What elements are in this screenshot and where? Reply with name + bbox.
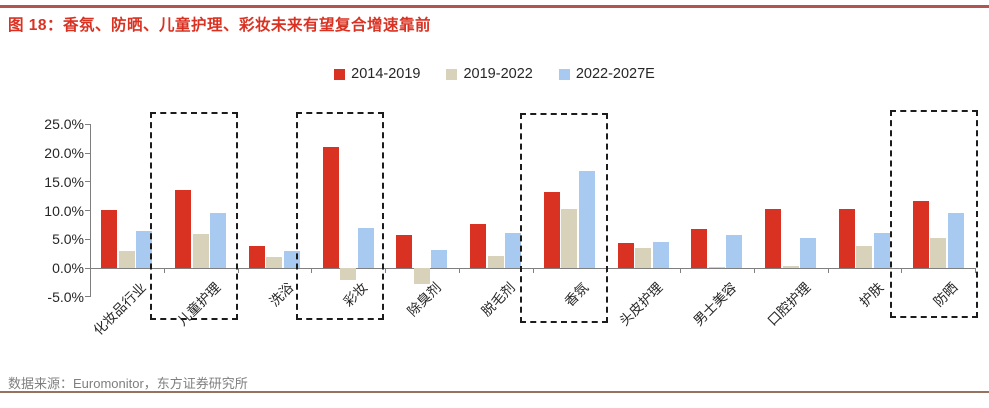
x-axis-tick — [901, 268, 903, 273]
bar-2022-2027E-化妆品行业 — [136, 231, 153, 268]
bar-2022-2027E-男士美容 — [726, 234, 743, 268]
bar-2022-2027E-洗浴 — [283, 250, 300, 268]
data-source-note: 数据来源：Euromonitor，东方证券研究所 — [8, 376, 248, 391]
highlight-box-防晒 — [890, 110, 978, 318]
x-axis-category-label: 脱毛剂 — [478, 279, 519, 320]
bar-2014-2019-化妆品行业 — [101, 209, 118, 268]
bar-2019-2022-除臭剂 — [413, 268, 430, 285]
x-axis-tick — [90, 268, 91, 273]
x-axis-tick — [163, 268, 165, 273]
top-rule — [0, 5, 989, 8]
bar-2014-2019-除臭剂 — [396, 234, 413, 268]
y-axis-line — [90, 124, 91, 297]
chart-legend: 2014-2019 2019-2022 2022-2027E — [0, 66, 989, 82]
x-axis-tick — [680, 268, 681, 273]
bar-2022-2027E-彩妆 — [357, 228, 374, 268]
y-axis-label: 25.0% — [44, 116, 84, 133]
bar-2019-2022-儿童护理 — [192, 233, 209, 268]
legend-swatch-beige-icon — [446, 68, 458, 80]
y-axis-tick — [85, 267, 90, 269]
bar-2022-2027E-除臭剂 — [431, 249, 448, 268]
bar-2019-2022-护肤 — [856, 245, 873, 268]
x-axis-tick — [311, 268, 313, 273]
legend-swatch-red-icon — [334, 68, 346, 80]
x-axis-tick — [532, 268, 534, 273]
bar-2014-2019-儿童护理 — [175, 189, 192, 268]
highlight-box-彩妆 — [296, 112, 384, 320]
legend-swatch-blue-icon — [558, 68, 570, 80]
x-axis-tick — [827, 268, 829, 273]
bar-2022-2027E-香氛 — [578, 171, 595, 268]
x-axis-category-label: 男士美容 — [690, 279, 740, 329]
legend-label-2014-2019: 2014-2019 — [351, 66, 421, 82]
bar-2014-2019-头皮护理 — [617, 243, 634, 268]
x-axis-category-label: 洗浴 — [267, 279, 297, 310]
bar-2019-2022-男士美容 — [708, 266, 725, 268]
x-axis-category-label: 除臭剂 — [405, 279, 445, 320]
x-axis-category-label: 头皮护理 — [616, 279, 666, 329]
bar-2014-2019-彩妆 — [322, 147, 339, 268]
bar-2014-2019-护肤 — [838, 208, 855, 268]
y-axis-label: -5.0% — [47, 288, 84, 305]
bar-2014-2019-脱毛剂 — [470, 223, 487, 268]
bar-2014-2019-香氛 — [543, 191, 560, 268]
x-axis-tick — [753, 268, 755, 273]
legend-label-2022-2027e: 2022-2027E — [575, 66, 655, 82]
bar-2022-2027E-口腔护理 — [800, 238, 817, 268]
bar-2019-2022-化妆品行业 — [118, 250, 135, 268]
bar-2019-2022-口腔护理 — [782, 266, 799, 268]
legend-item-2014-2019: 2014-2019 — [334, 66, 420, 82]
bar-2014-2019-防晒 — [912, 200, 929, 268]
y-axis-label: 10.0% — [44, 202, 84, 219]
bar-2014-2019-男士美容 — [691, 228, 708, 268]
y-axis-tick — [85, 296, 90, 298]
bar-2022-2027E-护肤 — [873, 232, 890, 268]
bar-2014-2019-口腔护理 — [765, 208, 782, 268]
x-axis-tick — [975, 268, 976, 273]
highlight-box-儿童护理 — [150, 112, 238, 320]
legend-item-2022-2027e: 2022-2027E — [558, 66, 655, 82]
y-axis-label: 15.0% — [44, 173, 84, 190]
bar-2022-2027E-头皮护理 — [652, 241, 669, 268]
bar-2019-2022-彩妆 — [340, 268, 357, 280]
bar-2019-2022-香氛 — [561, 208, 578, 268]
x-axis-tick — [237, 268, 239, 273]
bar-2019-2022-脱毛剂 — [487, 255, 504, 268]
bar-2022-2027E-儿童护理 — [210, 212, 227, 268]
bottom-rule — [0, 391, 989, 393]
x-axis-category-label: 口腔护理 — [764, 279, 814, 329]
x-axis-tick — [385, 268, 386, 273]
highlight-box-香氛 — [520, 113, 608, 323]
y-axis-tick — [85, 238, 90, 240]
bar-2022-2027E-脱毛剂 — [505, 232, 522, 268]
x-axis-tick — [458, 268, 460, 273]
y-axis-tick — [85, 123, 90, 125]
legend-label-2019-2022: 2019-2022 — [463, 66, 533, 82]
y-axis-tick — [85, 152, 90, 154]
figure-title: 图 18：香氛、防晒、儿童护理、彩妆未来有望复合增速靠前 — [8, 17, 432, 34]
y-axis-tick — [85, 181, 90, 183]
legend-item-2019-2022: 2019-2022 — [446, 66, 533, 82]
bar-2019-2022-防晒 — [930, 238, 947, 268]
bar-2022-2027E-防晒 — [947, 212, 964, 268]
y-axis-label: 0.0% — [52, 260, 84, 276]
y-axis-tick — [85, 210, 90, 211]
bar-2019-2022-洗浴 — [266, 257, 283, 268]
bar-2014-2019-洗浴 — [248, 246, 265, 268]
bar-2019-2022-头皮护理 — [635, 247, 652, 268]
y-axis-label: 5.0% — [52, 231, 84, 248]
x-axis-category-label: 化妆品行业 — [90, 279, 150, 339]
x-axis-category-label: 护肤 — [857, 279, 887, 310]
y-axis-label: 20.0% — [44, 145, 84, 161]
